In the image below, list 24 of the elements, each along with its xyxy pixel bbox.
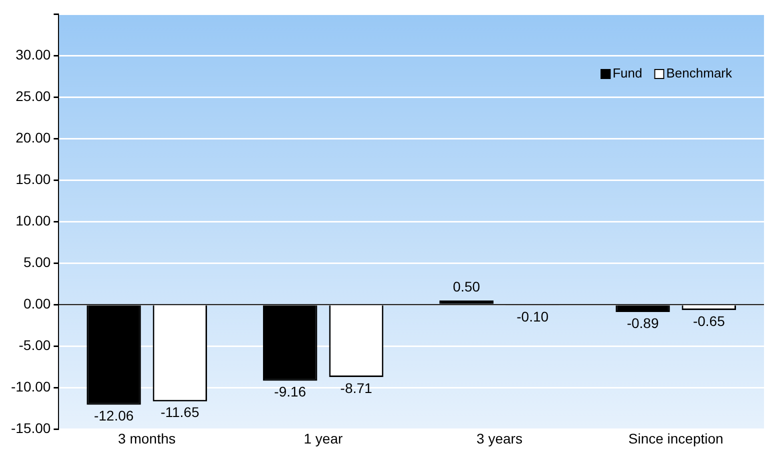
- data-label: -0.10: [516, 308, 549, 324]
- y-tick-label: 30.00: [16, 46, 51, 62]
- y-tick-label: -10.00: [10, 378, 51, 395]
- data-label: -9.16: [274, 384, 306, 400]
- x-tick-label: Since inception: [628, 430, 724, 446]
- data-label: -0.89: [626, 314, 659, 331]
- y-tick-label: -5.00: [18, 337, 51, 354]
- data-label: -12.06: [94, 408, 134, 424]
- y-tick-label: 25.00: [16, 88, 51, 104]
- y-tick-label: 0.00: [23, 296, 51, 312]
- y-tick-label: 10.00: [16, 212, 51, 228]
- legend-label: Fund: [612, 66, 642, 81]
- y-tick-label: -15.00: [10, 420, 51, 436]
- y-tick-label: 15.00: [16, 170, 51, 187]
- y-tick-label: 20.00: [16, 129, 51, 146]
- x-tick-label: 3 years: [476, 430, 522, 446]
- x-tick-label: 3 months: [118, 430, 176, 446]
- data-label: -0.65: [692, 312, 726, 329]
- x-tick-label: 1 year: [304, 430, 343, 446]
- y-tick-label: 5.00: [23, 254, 51, 270]
- data-label: -8.71: [340, 380, 372, 396]
- data-label: -11.65: [160, 404, 200, 420]
- data-label: 0.50: [452, 278, 480, 294]
- legend-label: Benchmark: [666, 66, 732, 81]
